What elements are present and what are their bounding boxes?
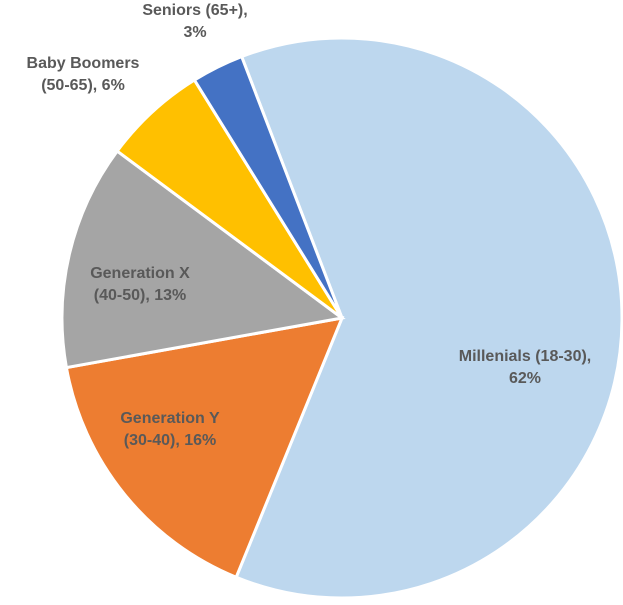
slice-label-line: Seniors (65+),	[142, 2, 247, 19]
slice-label-line: 62%	[509, 370, 541, 387]
slice-label-line: (30-40), 16%	[124, 432, 217, 449]
slice-label-line: (50-65), 6%	[41, 77, 125, 94]
slice-label-line: Baby Boomers	[27, 55, 140, 72]
slice-label: Seniors (65+), 3%	[142, 2, 247, 41]
slice-label-line: Millenials (18-30),	[459, 348, 592, 365]
pie-slice	[234, 36, 623, 600]
slice-label: Generation X (40-50), 13%	[90, 265, 190, 304]
slice-label-line: (40-50), 13%	[94, 287, 187, 304]
slice-label-line: Generation Y	[120, 410, 220, 427]
slice-label: Generation Y (30-40), 16%	[120, 410, 220, 449]
slice-label: Millenials (18-30), 62%	[459, 348, 592, 387]
slice-label-line: Generation X	[90, 265, 190, 282]
pie-slice	[60, 148, 346, 370]
pie-slice	[64, 316, 345, 580]
slice-label-line: 3%	[183, 24, 206, 41]
pie-slice	[192, 54, 344, 319]
slice-label: Baby Boomers (50-65), 6%	[27, 55, 140, 94]
